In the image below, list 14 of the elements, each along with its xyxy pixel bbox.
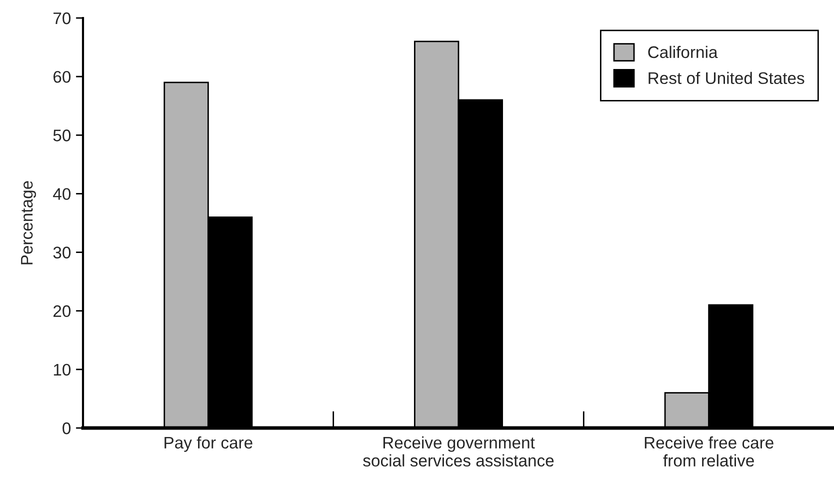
legend-label: California [648,46,718,58]
legend-label: Rest of United States [648,72,804,84]
y-tick-label: 30 [53,246,71,258]
y-tick-label: 40 [53,188,71,200]
y-tick-label: 0 [62,422,71,434]
y-axis-title: Percentage [21,181,36,264]
y-tick-label: 10 [54,364,71,376]
x-tick-label: Pay for care [164,436,252,452]
y-tick-label: 50 [53,130,71,142]
y-tick-label: 60 [54,70,71,83]
x-tick-label: Receive free care from relative [644,436,774,467]
y-tick-label: 20 [53,305,71,318]
y-tick-label: 70 [54,12,71,24]
x-tick-label: Receive government social services assistance [363,436,554,467]
